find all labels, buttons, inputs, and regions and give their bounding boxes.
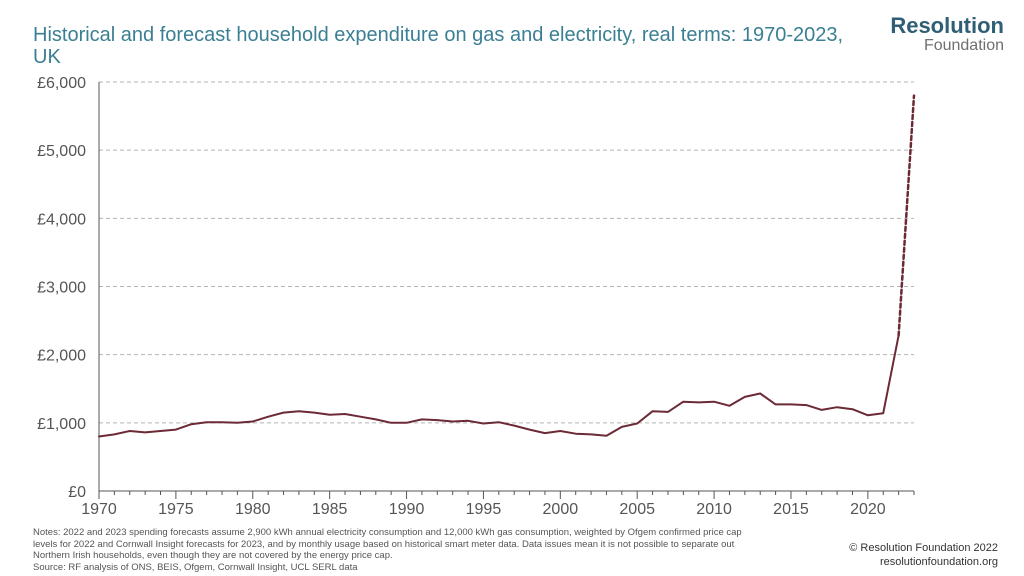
y-tick-label: £6,000: [37, 75, 86, 92]
gridlines: [99, 81, 914, 424]
x-tick-label: 2010: [696, 501, 732, 518]
brand-line-1: Resolution: [890, 13, 1004, 38]
website-link[interactable]: resolutionfoundation.org: [879, 556, 998, 568]
x-tick-label: 1995: [466, 501, 502, 518]
notes-line: levels for 2022 and Cornwall Insight for…: [33, 538, 735, 550]
chart-title: Historical and forecast household expend…: [33, 24, 844, 68]
notes-line: Notes: 2022 and 2023 spending forecasts …: [33, 527, 742, 538]
x-tick-label: 2005: [619, 501, 655, 518]
y-tick-label: £1,000: [37, 416, 86, 433]
x-tick-label: 1980: [235, 501, 271, 518]
y-tick-label: £2,000: [37, 348, 86, 365]
source-line: Source: RF analysis of ONS, BEIS, Ofgem,…: [33, 561, 358, 573]
y-axis-tick-labels: £0 £1,000 £2,000 £3,000 £4,000 £5,000 £6,000: [37, 75, 86, 501]
series-line-forecast: [897, 94, 916, 337]
x-tick-label: 1975: [158, 501, 194, 518]
y-tick-label: £3,000: [37, 280, 86, 297]
y-tick-label: £4,000: [37, 211, 86, 228]
x-tick-label: 1985: [312, 501, 348, 518]
series-line-historical: [98, 334, 900, 438]
x-axis: 1970 1975 1980 1985 1990 1995 2000 2005 2010 2015…: [81, 82, 915, 518]
x-tick-label: 2020: [850, 501, 886, 518]
notes-line: Northern Irish households, even though t…: [33, 550, 393, 561]
copyright-text: © Resolution Foundation 2022: [849, 542, 998, 554]
x-tick-label: 1970: [81, 501, 117, 518]
series-lines: [98, 94, 916, 438]
brand-line-2: Foundation: [923, 37, 1004, 54]
y-tick-label: £5,000: [37, 143, 86, 160]
x-tick-label: 2015: [773, 501, 809, 518]
x-tick-label: 1990: [389, 501, 425, 518]
y-tick-label: £0: [68, 484, 86, 501]
brand-logo: Resolution Foundation: [890, 14, 1004, 54]
chart-notes: Notes: 2022 and 2023 spending forecasts …: [33, 527, 823, 573]
x-tick-label: 2000: [543, 501, 579, 518]
copyright-block: © Resolution Foundation 2022 resolutionf…: [849, 541, 998, 569]
